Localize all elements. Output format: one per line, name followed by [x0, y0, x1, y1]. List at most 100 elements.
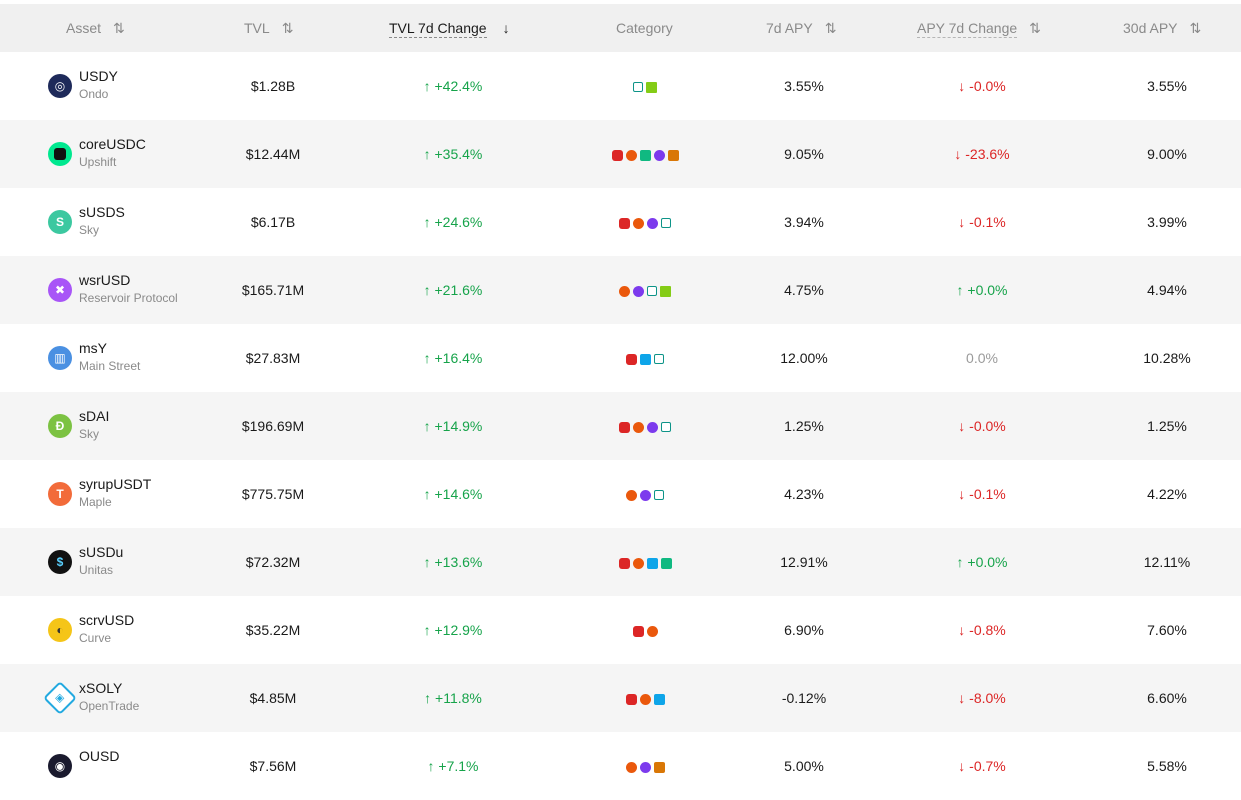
susdu-logo-icon: $ [48, 550, 72, 574]
asset-name: sUSDu [79, 544, 124, 560]
header-asset[interactable]: Asset ⇅ [66, 4, 125, 52]
syrupusdt-logo-icon: T [48, 482, 72, 506]
chart-icon [633, 82, 643, 93]
header-30d-apy-label: 30d APY [1123, 20, 1178, 36]
apy-7d-value: 3.94% [784, 214, 824, 230]
apy-7d-value: 3.55% [784, 78, 824, 94]
asset-protocol: Upshift [79, 155, 117, 169]
sort-icon[interactable]: ⇅ [113, 20, 125, 36]
tvl-change-value: ↑ +13.6% [423, 554, 483, 570]
header-tvl[interactable]: TVL ⇅ [244, 4, 294, 52]
apy-7d-value: 5.00% [784, 758, 824, 774]
tvl-value: $196.69M [241, 418, 305, 434]
wsrusd-logo-icon: ✖ [48, 278, 72, 302]
tvl-change-value: ↑ +42.4% [423, 78, 483, 94]
tvl-value: $775.75M [241, 486, 305, 502]
robot-icon [618, 557, 630, 569]
table-row[interactable]: ◈ xSOLY OpenTrade $4.85M ↑ +11.8% -0.12%… [0, 664, 1241, 732]
header-asset-label: Asset [66, 20, 102, 36]
apy-30d-value: 9.00% [1147, 146, 1187, 162]
category-icons [585, 460, 705, 528]
asset-name: sDAI [79, 408, 110, 424]
header-category-label: Category [616, 20, 673, 36]
apy-30d-value: 4.22% [1147, 486, 1187, 502]
apy-change-value: ↓ -0.0% [958, 418, 1006, 434]
bitcoin-icon [625, 149, 637, 161]
category-icons [585, 120, 705, 188]
sort-icon[interactable]: ⇅ [824, 20, 837, 36]
table-row[interactable]: ◎ USDY Ondo $1.28B ↑ +42.4% 3.55% ↓ -0.0… [0, 52, 1241, 120]
chart-icon [661, 422, 671, 433]
apy-7d-value: 1.25% [784, 418, 824, 434]
apy-7d-value: 12.00% [780, 350, 828, 366]
chart-icon [647, 286, 657, 297]
tvl-value: $7.56M [249, 758, 297, 774]
asset-name: sUSDS [79, 204, 125, 220]
tvl-change-value: ↑ +7.1% [427, 758, 479, 774]
tvl-value: $1.28B [250, 78, 296, 94]
header-tvl-change[interactable]: TVL 7d Change ↓ [389, 4, 510, 52]
tvl-change-value: ↑ +16.4% [423, 350, 483, 366]
sort-icon[interactable]: ⇅ [1189, 20, 1202, 36]
tvl-change-value: ↑ +12.9% [423, 622, 483, 638]
table-row[interactable]: T syrupUSDT Maple $775.75M ↑ +14.6% 4.23… [0, 460, 1241, 528]
bitcoin-icon [639, 693, 651, 705]
apy-30d-value: 3.55% [1147, 78, 1187, 94]
table-row[interactable]: ◉ OUSD $7.56M ↑ +7.1% 5.00% ↓ -0.7% 5.58… [0, 732, 1241, 800]
xsoly-logo-icon: ◈ [43, 681, 77, 715]
robot-icon [619, 217, 630, 229]
apy-change-value: ↓ -0.1% [958, 214, 1006, 230]
sort-desc-icon[interactable]: ↓ [502, 20, 510, 36]
table-row[interactable]: Đ sDAI Sky $196.69M ↑ +14.9% 1.25% ↓ -0.… [0, 392, 1241, 460]
sort-icon[interactable]: ⇅ [281, 20, 294, 36]
header-7d-apy[interactable]: 7d APY ⇅ [766, 4, 837, 52]
scale-icon [640, 353, 651, 365]
apy-change-value: ↓ -0.7% [958, 758, 1006, 774]
bitcoin-icon [633, 217, 644, 229]
tvl-change-value: ↑ +21.6% [423, 282, 483, 298]
palm-icon [639, 149, 651, 161]
gear-icon [647, 421, 658, 433]
asset-name: OUSD [79, 748, 120, 764]
asset-name: USDY [79, 68, 118, 84]
sort-icon[interactable]: ⇅ [1029, 20, 1041, 36]
table-row[interactable]: ✖ wsrUSD Reservoir Protocol $165.71M ↑ +… [0, 256, 1241, 324]
table-row[interactable]: $ sUSDu Unitas $72.32M ↑ +13.6% 12.91% ↑… [0, 528, 1241, 596]
ousd-logo-icon: ◉ [48, 754, 72, 778]
table-row[interactable]: ▥ msY Main Street $27.83M ↑ +16.4% 12.00… [0, 324, 1241, 392]
header-30d-apy[interactable]: 30d APY ⇅ [1123, 4, 1202, 52]
apy-change-value: ↓ -23.6% [954, 146, 1010, 162]
bitcoin-icon [626, 489, 637, 501]
category-icons [585, 392, 705, 460]
gear-icon [640, 489, 651, 501]
sdai-logo-icon: Đ [48, 414, 72, 438]
category-icons [585, 596, 705, 664]
table-row[interactable]: ◐ scrvUSD Curve $35.22M ↑ +12.9% 6.90% ↓… [0, 596, 1241, 664]
tvl-value: $4.85M [249, 690, 297, 706]
apy-7d-value: 4.23% [784, 486, 824, 502]
asset-protocol: Ondo [79, 87, 109, 101]
apy-change-value: 0.0% [966, 350, 998, 366]
asset-protocol: Curve [79, 631, 112, 645]
tvl-value: $6.17B [250, 214, 296, 230]
apy-7d-value: 12.91% [780, 554, 828, 570]
header-apy-change[interactable]: APY 7d Change ⇅ [917, 4, 1041, 52]
tvl-value: $35.22M [245, 622, 301, 638]
tvl-value: $27.83M [245, 350, 301, 366]
table-row[interactable]: S sUSDS Sky $6.17B ↑ +24.6% 3.94% ↓ -0.1… [0, 188, 1241, 256]
asset-protocol: Reservoir Protocol [79, 291, 178, 305]
apy-change-value: ↓ -0.1% [958, 486, 1006, 502]
bitcoin-icon [646, 625, 658, 637]
usdy-logo-icon: ◎ [48, 74, 72, 98]
asset-protocol: Sky [79, 223, 100, 237]
robot-icon [611, 149, 623, 161]
apy-7d-value: 4.75% [784, 282, 824, 298]
table-row[interactable]: coreUSDC Upshift $12.44M ↑ +35.4% 9.05% … [0, 120, 1241, 188]
asset-name: syrupUSDT [79, 476, 152, 492]
scale-icon [653, 693, 665, 705]
asset-name: xSOLY [79, 680, 123, 696]
apy-7d-value: 6.90% [784, 622, 824, 638]
gear-icon [633, 285, 644, 297]
bitcoin-icon [625, 761, 637, 773]
tvl-change-value: ↑ +35.4% [423, 146, 483, 162]
